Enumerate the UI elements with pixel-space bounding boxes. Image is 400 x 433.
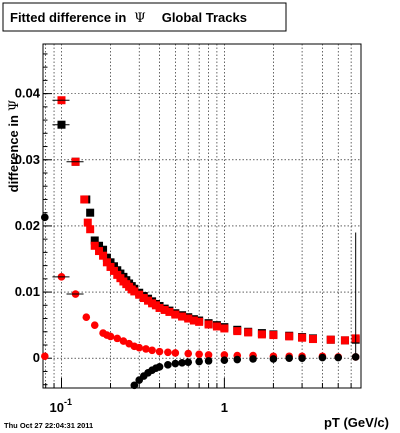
y-tick-label: 0.04 — [15, 86, 41, 101]
data-point — [178, 359, 186, 367]
data-point — [41, 352, 49, 361]
data-point — [204, 357, 213, 365]
data-point — [165, 307, 174, 316]
data-point — [298, 354, 306, 363]
chart-title: Fitted difference in Ψ Global Tracks — [10, 10, 247, 26]
data-point — [171, 349, 180, 357]
data-point — [195, 357, 203, 366]
data-point — [269, 331, 278, 340]
data-point — [204, 320, 213, 329]
data-point — [233, 327, 242, 336]
data-point — [184, 314, 193, 323]
data-point — [90, 241, 99, 250]
data-point — [113, 334, 122, 343]
data-point — [155, 363, 164, 371]
data-point — [155, 303, 164, 312]
data-point — [220, 351, 229, 359]
data-point — [82, 313, 91, 322]
data-marks — [41, 96, 360, 390]
data-point — [106, 332, 115, 341]
plot-area — [43, 44, 361, 388]
data-point — [308, 335, 317, 344]
data-point — [171, 359, 180, 368]
data-point — [41, 213, 49, 222]
data-point — [220, 324, 229, 333]
data-point — [220, 356, 229, 365]
data-point — [318, 353, 327, 362]
data-point — [204, 351, 213, 359]
data-point — [135, 343, 144, 352]
data-point — [164, 348, 172, 357]
data-point — [90, 321, 99, 329]
data-point — [102, 258, 111, 267]
data-point — [160, 305, 169, 314]
data-point — [244, 328, 253, 337]
data-point — [155, 347, 164, 356]
data-point — [195, 317, 204, 326]
data-point — [351, 353, 360, 361]
data-point — [257, 330, 266, 339]
data-point — [99, 245, 108, 254]
data-point — [164, 361, 172, 369]
x-tick-label: 10-1 — [49, 397, 71, 415]
data-point — [119, 337, 128, 345]
data-point — [334, 353, 343, 362]
data-point — [249, 355, 257, 363]
data-point — [184, 349, 193, 358]
data-point — [233, 355, 242, 364]
data-point — [86, 225, 95, 234]
data-point — [86, 208, 95, 217]
chart-title-box — [2, 2, 287, 32]
data-point — [189, 316, 198, 325]
timestamp: Thu Oct 27 22:04:31 2011 — [4, 421, 93, 430]
tick-labels: 0 0.01 0.02 0.03 0.04 10-1 1 — [15, 86, 228, 415]
data-point — [95, 247, 104, 256]
data-point — [178, 312, 187, 321]
data-point — [135, 290, 144, 299]
y-tick-label: 0.02 — [15, 218, 40, 233]
data-point — [130, 287, 139, 296]
data-point — [142, 345, 150, 353]
data-point — [212, 322, 221, 331]
y-tick-label: 0.01 — [15, 284, 40, 299]
data-point — [95, 241, 104, 250]
data-point — [269, 355, 278, 363]
data-point — [130, 381, 139, 390]
data-point — [298, 333, 307, 342]
x-axis-label: pT (GeV/c) — [324, 415, 389, 430]
x-tick-label: 1 — [221, 400, 228, 415]
data-point — [80, 195, 89, 204]
y-tick-label: 0 — [33, 350, 40, 365]
data-point — [285, 354, 293, 363]
data-point — [148, 346, 156, 355]
data-point — [144, 296, 153, 305]
data-point — [285, 332, 294, 341]
data-point — [171, 310, 180, 319]
y-axis-label: difference inΨ — [6, 100, 22, 193]
data-point — [99, 251, 108, 260]
data-point — [184, 358, 193, 367]
data-point — [83, 218, 92, 227]
data-point — [340, 336, 349, 345]
data-point — [326, 335, 335, 344]
data-point — [139, 294, 148, 303]
data-point — [195, 350, 203, 359]
y-tick-label: 0.03 — [15, 152, 40, 167]
data-point — [90, 236, 99, 245]
